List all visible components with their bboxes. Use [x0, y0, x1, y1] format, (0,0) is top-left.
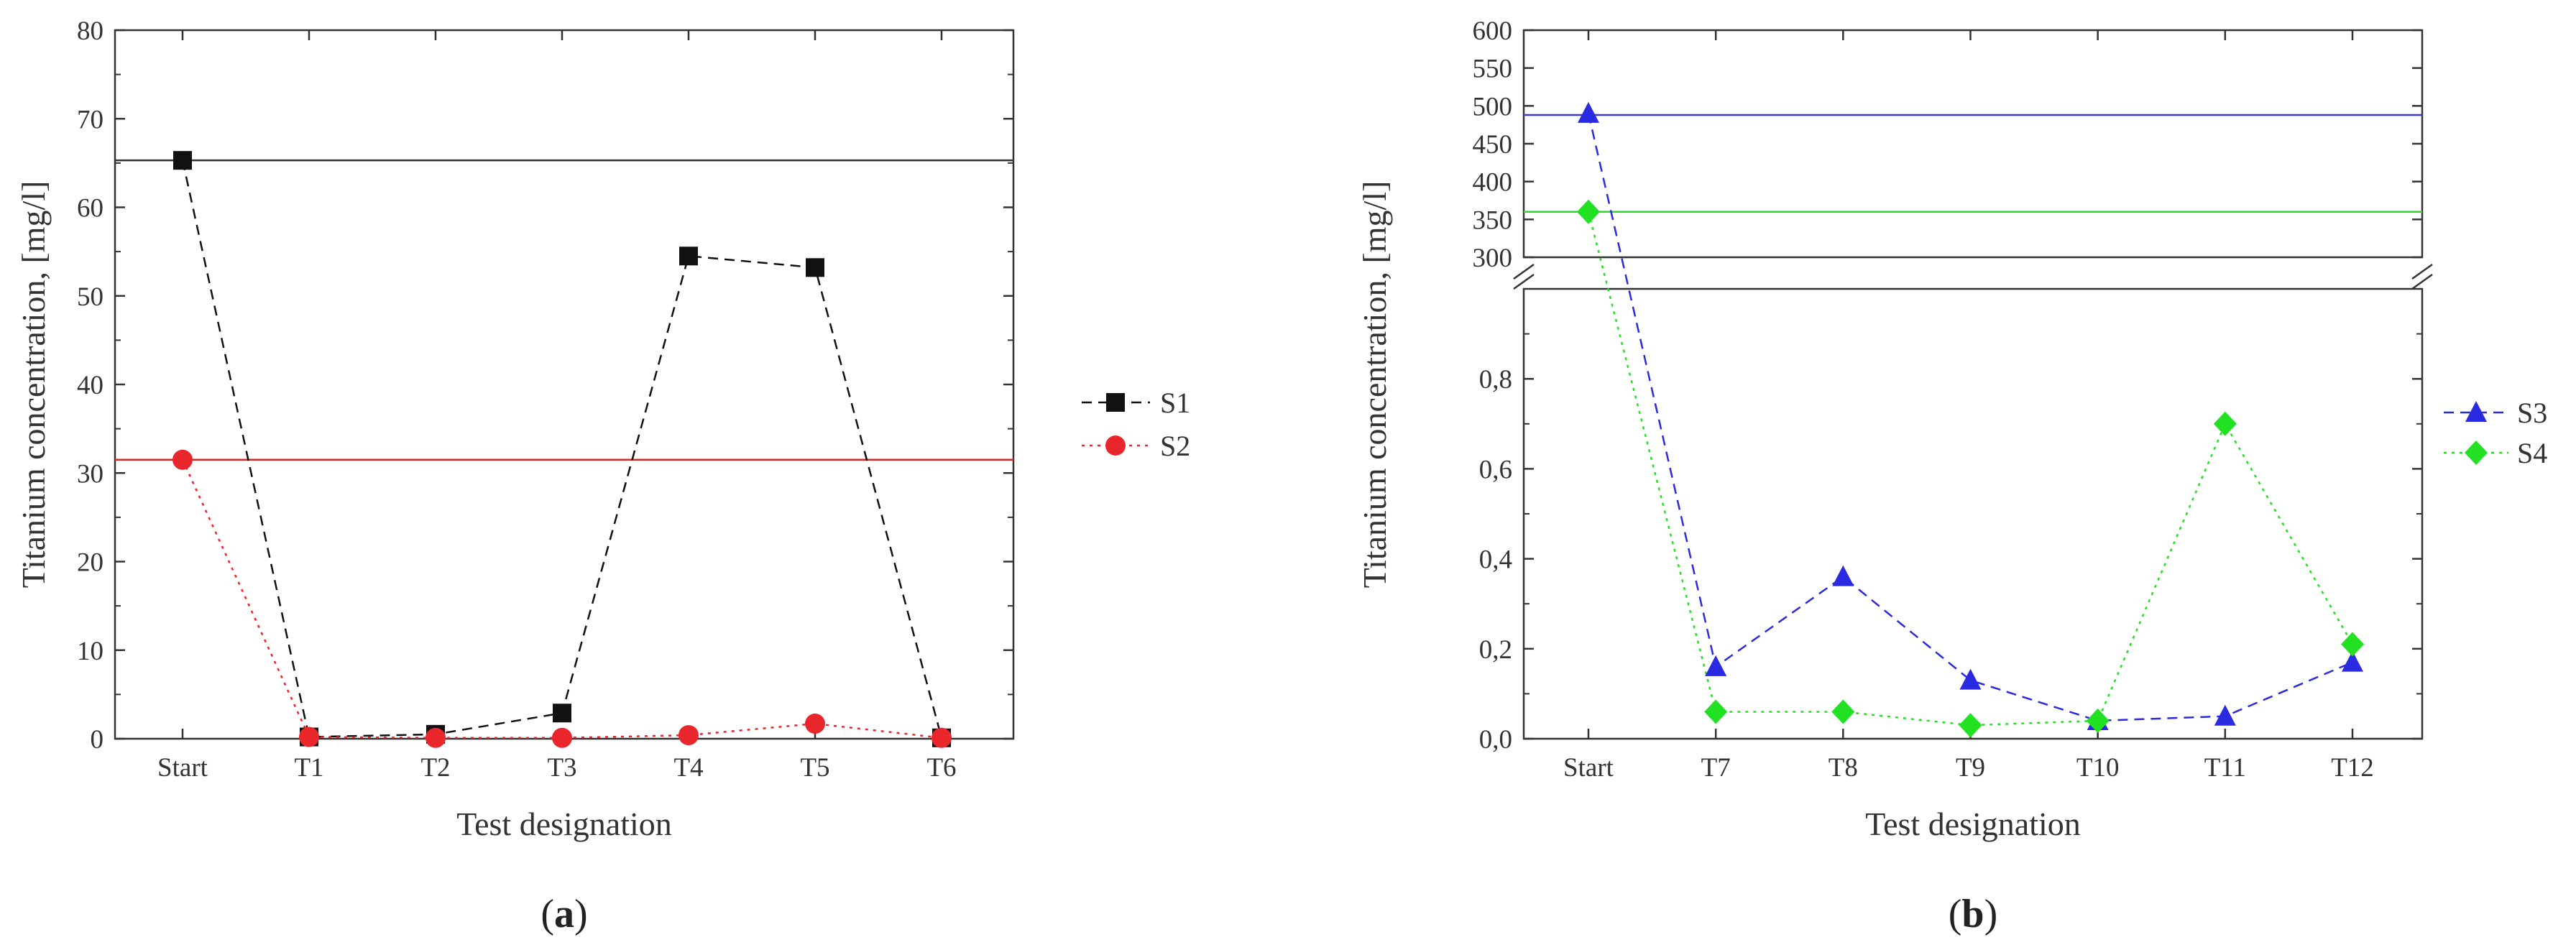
- panel-letter-a: a: [554, 892, 574, 936]
- y-tick-label-b-upper: 400: [1473, 168, 1513, 198]
- data-point-s4: [1831, 699, 1855, 724]
- panel-a-chart: 0 10 20 30 40 50 60 70 80 Start T1 T2 T3 T4 T5 T6 Titan…: [15, 17, 1190, 936]
- x-tick-label-b: T11: [2204, 753, 2246, 783]
- x-tick-label-a: T3: [547, 753, 576, 783]
- data-point-s4: [2341, 632, 2364, 657]
- y-tick-label-b-upper: 350: [1473, 206, 1513, 235]
- data-point-s2: [932, 727, 952, 748]
- data-point-s2: [678, 725, 699, 746]
- x-axis-title-a: Test designation: [456, 806, 672, 842]
- data-point-s4: [1959, 713, 1982, 738]
- panel-label-a: (a): [540, 892, 587, 936]
- data-point-s3: [2342, 650, 2363, 672]
- data-point-s1: [806, 258, 824, 277]
- x-tick-label-b: T12: [2331, 753, 2374, 783]
- x-tick-label-a: T4: [673, 753, 703, 783]
- data-point-s2: [552, 727, 572, 748]
- x-tick-label-b: T9: [1956, 753, 1985, 783]
- x-tick-label-a: Start: [157, 753, 208, 783]
- x-tick-label-b: T8: [1828, 753, 1858, 783]
- legend-label-s1: S1: [1160, 387, 1190, 419]
- y-tick-label-b-lower: 0,0: [1479, 725, 1512, 755]
- legend-label-s2: S2: [1160, 430, 1190, 462]
- y-tick-label-a: 20: [77, 548, 104, 578]
- axis-break-mark-right-1: [2411, 263, 2433, 280]
- legend-label-s4: S4: [2517, 437, 2547, 469]
- x-tick-label-b: Start: [1563, 753, 1614, 783]
- y-tick-label-b-upper: 600: [1473, 17, 1513, 46]
- y-tick-label-b-lower: 0,6: [1479, 455, 1512, 484]
- y-tick-label-b-upper: 300: [1473, 244, 1513, 273]
- plot-frame-a: [114, 29, 1015, 740]
- data-point-s3: [1705, 655, 1727, 676]
- y-tick-label-a: 10: [77, 637, 104, 666]
- y-tick-label-b-lower: 0,4: [1479, 545, 1512, 575]
- data-point-s4: [2213, 411, 2237, 436]
- data-point-s1: [679, 246, 698, 266]
- axis-break-mark-right-2: [2411, 273, 2433, 290]
- axis-break-mark-left-2: [1513, 273, 1535, 290]
- y-axis-title-a: Titanium concentration, [mg/l]: [15, 181, 52, 589]
- data-point-s3: [1832, 565, 1854, 586]
- x-tick-label-a: T1: [294, 753, 323, 783]
- axis-break-gap-right: [2408, 267, 2437, 283]
- y-tick-label-a: 70: [77, 105, 104, 134]
- data-point-s4: [1704, 699, 1728, 724]
- y-tick-label-b-lower: 0,8: [1479, 365, 1512, 395]
- data-point-s2: [172, 449, 193, 470]
- y-tick-label-a: 0: [91, 725, 104, 755]
- x-tick-label-a: T2: [420, 753, 450, 783]
- y-tick-label-a: 40: [77, 371, 104, 400]
- plot-frame-b-lower: [1522, 287, 2424, 740]
- data-point-s1: [173, 151, 192, 170]
- y-tick-label-b-lower: 0,2: [1479, 635, 1512, 665]
- series-line-s1: [181, 160, 943, 739]
- data-point-s4: [1577, 199, 1600, 224]
- legend-label-s3: S3: [2517, 397, 2547, 429]
- y-tick-label-a: 80: [77, 17, 104, 46]
- data-point-s3: [2214, 704, 2236, 726]
- series-line-s2: [181, 459, 942, 739]
- x-axis-title-b: Test designation: [1865, 806, 2081, 842]
- x-tick-label-a: T5: [800, 753, 829, 783]
- data-point-s3: [1578, 101, 1599, 123]
- series-line-s3: [1587, 113, 2353, 722]
- y-tick-label-b-upper: 550: [1473, 55, 1513, 84]
- y-tick-label-b-upper: 500: [1473, 92, 1513, 121]
- y-tick-label-a: 60: [77, 194, 104, 223]
- plot-frame-b-upper: [1522, 29, 2424, 259]
- y-tick-label-a: 30: [77, 459, 104, 489]
- x-tick-label-b: T10: [2076, 753, 2120, 783]
- legend-marker-s3: [2465, 401, 2487, 422]
- data-point-s2: [299, 727, 319, 747]
- panel-label-b: (b): [1949, 892, 1997, 936]
- panel-b-chart: 300 350 400 450 500 550 600 0,0 0,2 0,4 0,6 0,8 Star…: [1356, 17, 2547, 936]
- y-tick-label-a: 50: [77, 282, 104, 312]
- legend-marker-s2: [1105, 435, 1126, 456]
- y-tick-label-b-upper: 450: [1473, 130, 1513, 160]
- data-point-s1: [553, 704, 571, 723]
- x-tick-label-a: T6: [926, 753, 956, 783]
- legend-marker-s4: [2465, 441, 2488, 465]
- axis-break-gap-left: [1509, 267, 1538, 283]
- y-axis-title-b: Titanium concentration, [mg/l]: [1356, 181, 1393, 589]
- data-point-s2: [426, 727, 446, 748]
- x-tick-label-b: T7: [1701, 753, 1731, 783]
- data-point-s2: [805, 714, 825, 734]
- data-point-s3: [1959, 668, 1982, 690]
- axis-break-mark-left-1: [1513, 263, 1535, 280]
- data-point-s4: [2086, 708, 2110, 733]
- legend-marker-s1: [1106, 393, 1125, 412]
- panel-letter-b: b: [1961, 892, 1984, 936]
